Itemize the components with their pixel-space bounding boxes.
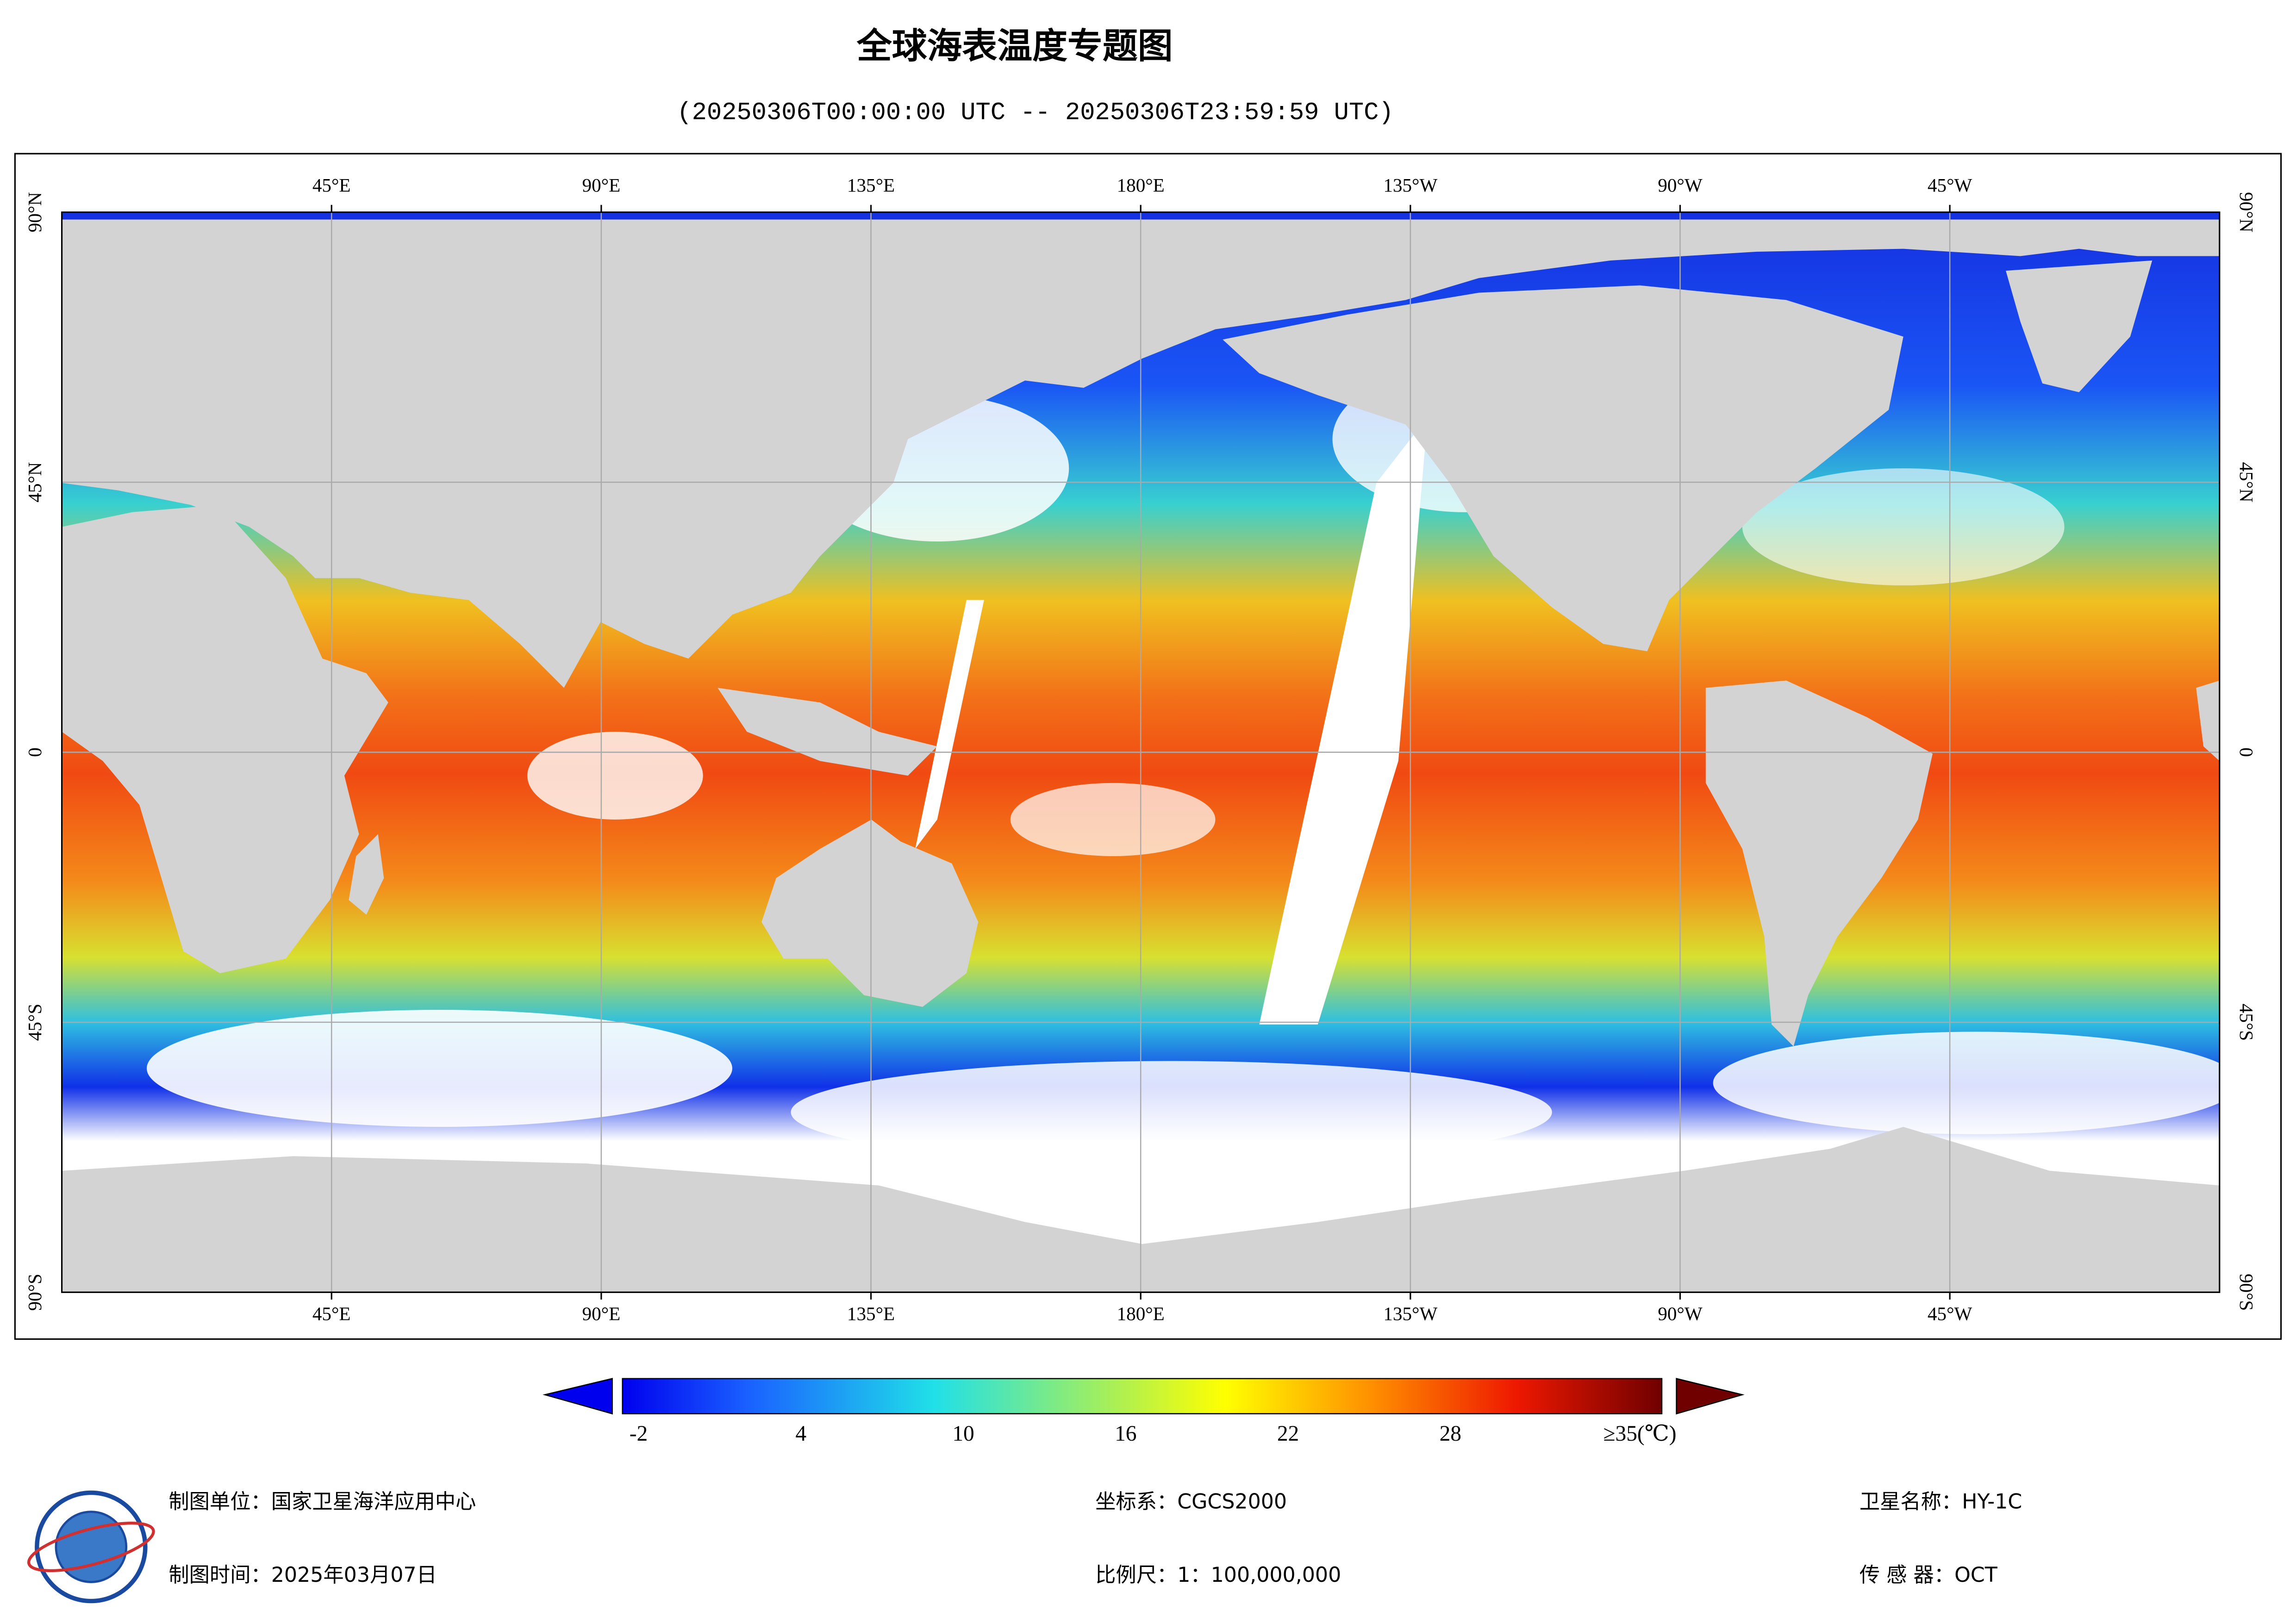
lon-label: 90°W [1658,1303,1703,1324]
lon-label: 90°E [582,174,621,196]
graticule: 45°E 45°E 90°E 90°E 135°E 135°E 180°E 180°E 135°… [24,174,2257,1324]
footer: 制图单位：国家卫星海洋应用中心 制图时间：2025年03月07日 坐标系：CGC… [27,1490,2022,1604]
lon-label: 90°W [1658,174,1703,196]
africa-west [2196,680,2220,761]
colorbar: -2 4 10 16 22 28 ≥35(℃) [543,1378,1745,1446]
lon-label: 45°W [1928,174,1972,196]
lon-label: 45°E [312,174,351,196]
lon-label: 45°E [312,1303,351,1324]
logo [27,1490,155,1604]
colorbar-tick-label: 16 [1115,1422,1136,1446]
lat-label: 45°S [2236,1004,2257,1041]
colorbar-ticks: -2 4 10 16 22 28 ≥35(℃) [630,1422,1677,1446]
map-border [61,211,2221,1293]
australia [761,819,979,1007]
colorbar-tick-label: 22 [1277,1422,1299,1446]
lat-label: 90°S [24,1274,45,1311]
lon-label: 45°W [1928,1303,1972,1324]
colorbar-ramp [622,1378,1663,1415]
maritime-continent [718,688,937,776]
colorbar-high-arrow [1676,1378,1745,1415]
colorbar-tick-label: -2 [630,1422,648,1446]
south-america [1705,680,1933,1047]
lat-label: 45°N [2236,462,2257,502]
lat-label: 45°N [24,462,45,502]
colorbar-tick-label: 28 [1440,1422,1461,1446]
lon-label: 180°E [1117,1303,1165,1324]
swath-gap [915,600,984,849]
north-america [1223,285,1903,652]
colorbar-tick-label: ≥35(℃) [1603,1422,1676,1446]
africa [62,504,388,973]
subtitle: (20250306T00:00:00 UTC -- 20250306T23:59… [677,99,1393,127]
satellite: 卫星名称：HY-1C [1859,1490,2022,1514]
madagascar [349,834,384,915]
title: 全球海表温度专题图 [856,25,1173,66]
lat-label: 90°N [24,192,45,232]
map-unit: 制图单位：国家卫星海洋应用中心 [168,1490,476,1514]
lon-label: 135°E [847,174,895,196]
map-time: 制图时间：2025年03月07日 [168,1563,437,1587]
sensor: 传 感 器：OCT [1859,1563,1998,1587]
lat-label: 90°S [2236,1274,2257,1311]
lon-label: 135°W [1383,174,1437,196]
coordinate-system: 坐标系：CGCS2000 [1095,1490,1287,1514]
lon-label: 135°E [847,1303,895,1324]
lon-label: 135°W [1383,1303,1437,1324]
map-frame [14,153,2282,1340]
lon-label: 180°E [1117,174,1165,196]
lat-label: 0 [24,747,45,757]
colorbar-low-arrow [543,1378,613,1415]
swath-gap [1259,417,1428,1025]
lat-label: 45°S [24,1004,45,1041]
lat-label: 90°N [2236,192,2257,232]
map: 45°E 45°E 90°E 90°E 135°E 135°E 180°E 180°E 135°… [24,174,2257,1324]
scale: 比例尺：1：100,000,000 [1095,1563,1341,1587]
lat-label: 0 [2236,747,2257,757]
greenland [2006,260,2152,392]
colorbar-tick-label: 4 [795,1422,806,1446]
lon-label: 90°E [582,1303,621,1324]
colorbar-tick-label: 10 [952,1422,974,1446]
